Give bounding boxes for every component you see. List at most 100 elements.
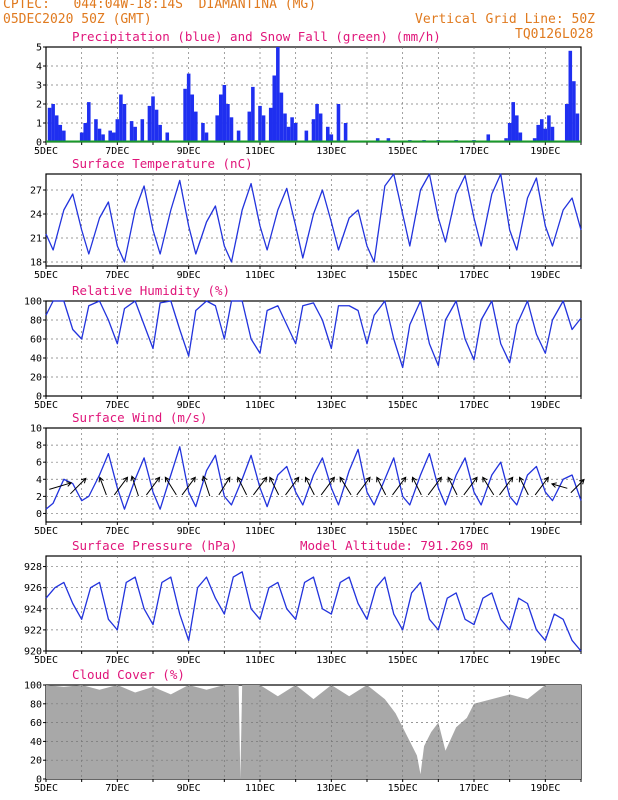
x-tick-label: 15DEC [388, 270, 418, 281]
precipitation-bar [154, 109, 159, 142]
precipitation-bar [122, 104, 127, 142]
y-tick-label: 20 [30, 756, 42, 767]
wind-arrow [550, 482, 568, 489]
precipitation-bar [568, 50, 573, 142]
precipitation-bar [272, 75, 277, 142]
wind-arrow [356, 476, 371, 496]
precipitation-bar [151, 96, 155, 142]
wind-arrow [392, 476, 407, 496]
x-tick-label: 7DEC [105, 270, 129, 281]
x-tick-label: 15DEC [388, 655, 418, 666]
precipitation-bar [115, 119, 120, 142]
wind-arrow [339, 476, 352, 496]
wind-arrow [463, 476, 478, 496]
precipitation-bar [236, 130, 241, 142]
wind-arrow [146, 476, 161, 496]
x-tick-label: 13DEC [316, 655, 346, 666]
precipitation-bar [286, 126, 291, 142]
precipitation-bar [518, 132, 523, 142]
y-tick-label: 40 [30, 737, 42, 748]
precipitation-bar [147, 105, 152, 142]
precipitation-bar [279, 92, 284, 142]
panel-title: Surface Wind (m/s) [72, 410, 207, 425]
precipitation-bar [215, 115, 219, 142]
precipitation-bar [129, 121, 134, 142]
precipitation-bar [201, 123, 205, 142]
x-tick-label: 5DEC [34, 783, 58, 794]
y-tick-label: 24 [30, 210, 42, 221]
x-tick-label: 19DEC [530, 270, 560, 281]
precipitation-bar [311, 119, 316, 142]
precipitation-bar [325, 126, 330, 142]
x-tick-label: 5DEC [34, 146, 58, 157]
x-tick-label: 11DEC [245, 146, 275, 157]
precipitation-bar [140, 119, 145, 142]
y-tick-label: 3 [36, 81, 42, 92]
series-line [45, 173, 582, 263]
precipitation-bar [247, 111, 252, 142]
series-line [45, 300, 582, 369]
precipitation-bar [87, 102, 91, 142]
x-tick-label: 19DEC [530, 400, 560, 411]
precipitation-bar [194, 111, 198, 142]
precipitation-bar [183, 88, 187, 142]
header-right-line1: Vertical Grid Line: 50Z [415, 12, 596, 27]
x-tick-label: 13DEC [316, 400, 346, 411]
x-tick-label: 5DEC [34, 270, 58, 281]
wind-arrow [164, 476, 177, 496]
precipitation-bar [572, 81, 576, 142]
x-tick-label: 7DEC [105, 655, 129, 666]
x-tick-label: 19DEC [530, 783, 560, 794]
wind-arrow [411, 476, 422, 496]
precipitation-bar [276, 47, 280, 142]
precipitation-bar [165, 132, 170, 142]
x-tick-label: 13DEC [316, 146, 346, 157]
wind-arrow [70, 477, 87, 495]
y-tick-label: 2 [36, 492, 42, 503]
x-tick-label: 17DEC [459, 526, 489, 537]
precipitation-bar [386, 138, 391, 142]
x-tick-label: 11DEC [245, 783, 275, 794]
x-tick-label: 19DEC [530, 526, 560, 537]
precipitation-bar [97, 128, 102, 142]
y-tick-label: 80 [30, 699, 42, 710]
precipitation-bar [575, 113, 580, 142]
x-tick-label: 15DEC [388, 526, 418, 537]
y-tick-label: 4 [36, 62, 42, 73]
panel-subtitle: Model Altitude: 791.269 m [300, 538, 488, 553]
precipitation-bar [158, 124, 162, 142]
y-tick-label: 100 [24, 681, 42, 692]
precipitation-bar [251, 86, 255, 142]
precipitation-bar [293, 123, 298, 142]
precipitation-bar [343, 123, 348, 142]
panel-frame [45, 555, 582, 652]
y-tick-label: 924 [24, 604, 42, 615]
y-tick-label: 60 [30, 335, 42, 346]
x-tick-label: 9DEC [177, 526, 201, 537]
precipitation-bar [507, 123, 512, 142]
x-tick-label: 17DEC [459, 146, 489, 157]
x-tick-label: 9DEC [177, 783, 201, 794]
x-tick-label: 7DEC [105, 400, 129, 411]
wind-arrow [130, 475, 139, 497]
x-tick-label: 15DEC [388, 783, 418, 794]
cloud-cover-area [46, 685, 581, 779]
precipitation-bar [318, 113, 323, 142]
x-tick-label: 15DEC [388, 146, 418, 157]
precipitation-bar [486, 134, 491, 142]
y-tick-label: 922 [24, 625, 42, 636]
precipitation-bar [547, 115, 551, 142]
precipitation-bar [94, 119, 98, 142]
precipitation-bar [336, 104, 341, 142]
wind-arrow [237, 476, 248, 496]
panel-title: Precipitation (blue) and Snow Fall (gree… [72, 29, 441, 44]
y-tick-label: 100 [24, 297, 42, 308]
x-tick-label: 13DEC [316, 783, 346, 794]
precipitation-bar [283, 113, 287, 142]
y-tick-label: 4 [36, 475, 42, 486]
wind-arrow [218, 476, 231, 496]
precipitation-bar [190, 94, 195, 142]
precipitation-bar [539, 119, 544, 142]
wind-arrow [253, 476, 268, 496]
